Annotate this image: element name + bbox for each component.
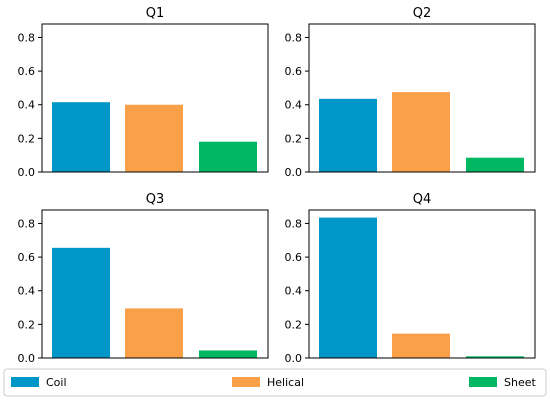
bar-q1-sheet <box>199 141 257 172</box>
y-tick-label: 0.2 <box>18 132 36 145</box>
y-tick-label: 0.0 <box>18 166 36 179</box>
y-tick-label: 0.6 <box>18 251 36 264</box>
bar-q2-sheet <box>466 157 524 172</box>
y-tick-label: 0.0 <box>285 352 303 365</box>
y-tick-label: 0.4 <box>285 99 303 112</box>
legend: Coil Helical Sheet <box>3 368 547 397</box>
legend-box <box>3 368 547 397</box>
bar-q3-coil <box>52 247 110 358</box>
y-tick-label: 0.2 <box>18 318 36 331</box>
panel-q3: 0.0 0.2 0.4 0.6 0.8 Q3 <box>18 192 269 365</box>
bar-q1-helical <box>125 104 183 172</box>
y-tick-label: 0.0 <box>18 352 36 365</box>
bar-q3-sheet <box>199 350 257 358</box>
y-tick-label: 0.6 <box>18 65 36 78</box>
panel-q4: 0.0 0.2 0.4 0.6 0.8 Q4 <box>285 192 536 365</box>
bar-q4-helical <box>392 333 450 358</box>
legend-label-sheet: Sheet <box>504 376 536 389</box>
y-tick-label: 0.4 <box>18 285 36 298</box>
y-tick-label: 0.2 <box>285 318 303 331</box>
legend-swatch-sheet <box>469 377 497 387</box>
panel-title: Q3 <box>146 192 165 207</box>
y-tick-label: 0.0 <box>285 166 303 179</box>
bar-q3-helical <box>125 308 183 358</box>
y-tick-label: 0.6 <box>285 65 303 78</box>
y-tick-label: 0.8 <box>18 217 36 230</box>
y-tick-label: 0.8 <box>285 217 303 230</box>
axes-frame <box>308 23 536 173</box>
y-tick-label: 0.4 <box>285 285 303 298</box>
legend-swatch-helical <box>232 377 260 387</box>
legend-swatch-coil <box>11 377 39 387</box>
axes-frame <box>308 209 536 359</box>
bar-q4-coil <box>319 217 377 358</box>
y-tick-label: 0.8 <box>285 31 303 44</box>
y-tick-label: 0.8 <box>18 31 36 44</box>
bar-q4-sheet <box>466 356 524 358</box>
y-tick-label: 0.6 <box>285 251 303 264</box>
axes-frame <box>41 209 269 359</box>
panel-q2: 0.0 0.2 0.4 0.6 0.8 Q2 <box>285 6 536 179</box>
axes-frame <box>41 23 269 173</box>
panel-title: Q1 <box>146 6 165 21</box>
y-tick-label: 0.2 <box>285 132 303 145</box>
bar-q1-coil <box>52 102 110 172</box>
legend-label-helical: Helical <box>267 376 304 389</box>
bar-q2-coil <box>319 98 377 172</box>
bar-q2-helical <box>392 92 450 172</box>
panel-title: Q2 <box>413 6 432 21</box>
panel-q1: 0.0 0.2 0.4 0.6 0.8 Q1 <box>18 6 269 179</box>
panel-title: Q4 <box>413 192 432 207</box>
legend-label-coil: Coil <box>46 376 67 389</box>
y-tick-label: 0.4 <box>18 99 36 112</box>
